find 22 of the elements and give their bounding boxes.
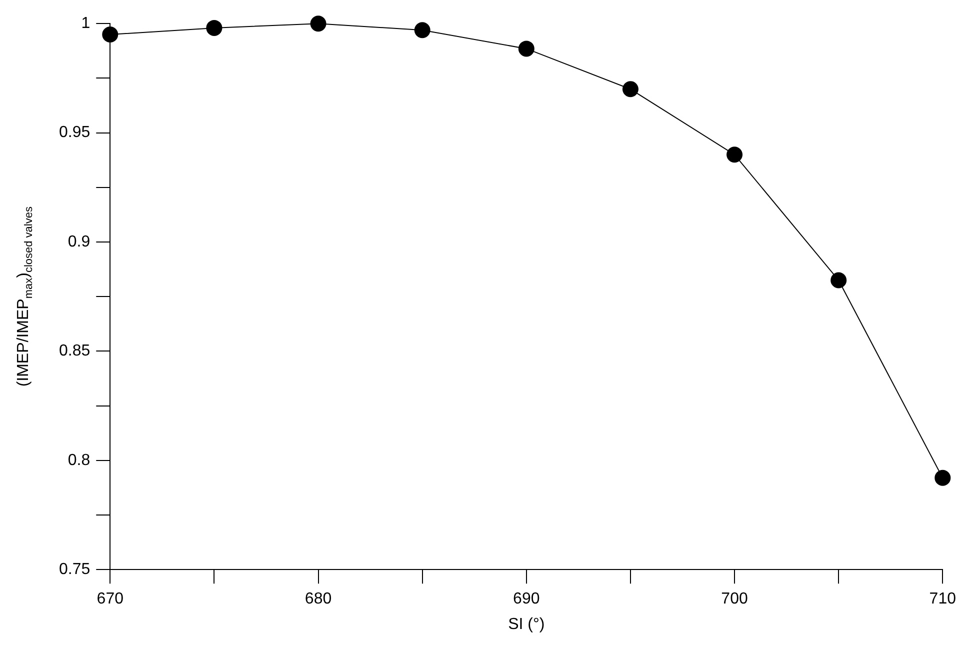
x-tick-label: 680 xyxy=(304,590,332,608)
x-tick-label: 700 xyxy=(721,590,748,608)
y-tick-label: 0.75 xyxy=(59,561,90,578)
y-tick-label: 0.95 xyxy=(59,124,90,142)
y-axis-title: (IMEP/IMEPmax)closed valves xyxy=(15,206,35,387)
point xyxy=(518,40,534,57)
point xyxy=(830,272,847,288)
point xyxy=(102,26,118,43)
point xyxy=(310,16,326,32)
y-tick-label: 0.85 xyxy=(59,342,90,360)
x-tick-label: 710 xyxy=(929,590,956,608)
point xyxy=(414,22,430,38)
point xyxy=(726,146,743,163)
y-tick-label: 0.8 xyxy=(68,452,90,469)
y-tick-label: 1 xyxy=(81,15,90,32)
x-tick-label: 690 xyxy=(513,590,540,608)
point xyxy=(934,470,951,486)
y-tick-label: 0.9 xyxy=(68,233,90,250)
point xyxy=(622,81,638,98)
x-tick-label: 670 xyxy=(96,590,124,608)
x-axis-title: SI (°) xyxy=(508,616,545,633)
point xyxy=(206,20,222,36)
